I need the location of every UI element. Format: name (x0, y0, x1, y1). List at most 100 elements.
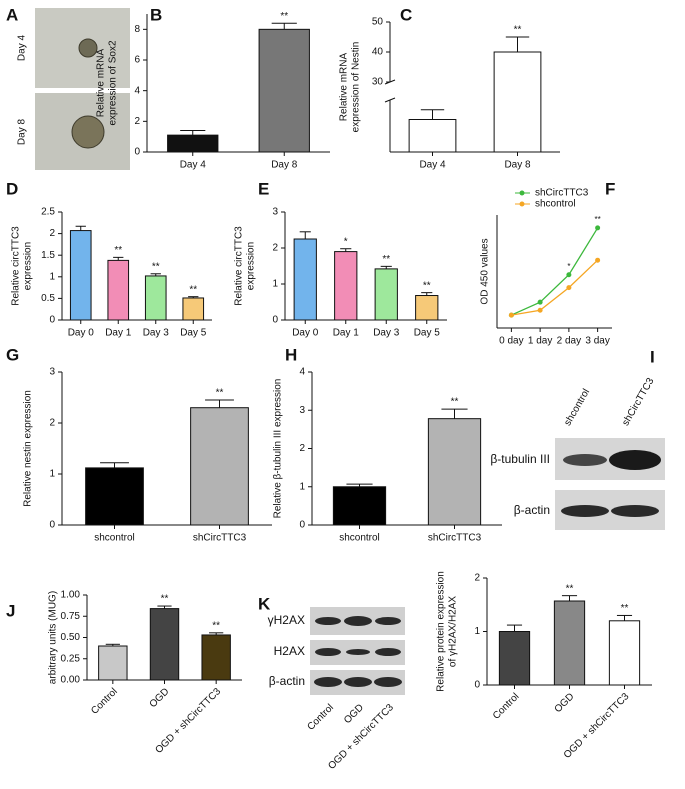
y-tick-label: 8 (134, 24, 140, 35)
y-tick-label: 1 (272, 279, 278, 290)
row-label: β-actin (514, 503, 550, 517)
significance: ** (216, 388, 224, 399)
legend-marker (519, 190, 525, 196)
y-tick-label: 3 (299, 405, 305, 416)
y-tick-label: 4 (299, 367, 305, 378)
y-tick-label: 6 (134, 55, 140, 66)
y-axis-label: Relative protein expression (436, 571, 447, 692)
legend-label: shcontrol (535, 199, 576, 210)
x-tick-label: shcontrol (339, 533, 380, 544)
marker (537, 307, 543, 313)
bar (408, 119, 457, 153)
significance: * (567, 262, 570, 271)
significance: ** (621, 603, 629, 614)
image-label: Day 8 (17, 119, 28, 146)
x-tick-label: Day 4 (180, 160, 207, 171)
x-tick-label: 3 day (585, 336, 609, 347)
bar (98, 645, 128, 681)
x-tick-label: OGD (148, 686, 172, 710)
x-tick-label: 2 day (557, 336, 581, 347)
y-tick-label: 2 (272, 243, 278, 254)
significance: ** (212, 620, 220, 631)
x-tick-label: Day 0 (292, 328, 319, 339)
x-tick-label: Day 5 (180, 328, 207, 339)
y-axis-label: arbitrary units (MUG) (48, 591, 59, 684)
panel-letter: J (6, 601, 15, 620)
y-tick-label: 0.25 (61, 653, 81, 664)
y-tick-label: 1 (474, 626, 480, 637)
y-tick-label: 2 (134, 116, 140, 127)
panel-letter: I (650, 347, 655, 366)
bar (608, 620, 641, 686)
significance: ** (595, 215, 601, 224)
spheroid (78, 38, 98, 58)
x-tick-label: Day 0 (68, 328, 95, 339)
lane-label: shCircTTC3 (620, 376, 656, 428)
y-tick-label: 1.5 (41, 250, 55, 261)
panel-letter: D (6, 179, 18, 198)
y-tick-label: 2 (49, 418, 55, 429)
x-tick-label: shCircTTC3 (193, 533, 247, 544)
significance: ** (152, 261, 160, 272)
y-axis-label: expression of Sox2 (108, 40, 119, 125)
x-tick-label: Day 1 (105, 328, 132, 339)
spheroid (71, 115, 105, 149)
y-tick-label: 0.50 (61, 632, 81, 643)
y-tick-label: 2 (49, 228, 55, 239)
marker (537, 299, 543, 305)
y-tick-label: 1 (299, 481, 305, 492)
y-axis-label: Relative circTTC3 (11, 226, 22, 306)
significance: ** (161, 594, 169, 605)
panel-letter: E (258, 179, 269, 198)
y-tick-label: 0 (134, 147, 140, 158)
significance: ** (451, 397, 459, 408)
bar (498, 631, 531, 686)
bar (334, 251, 358, 321)
axis-break (384, 97, 396, 103)
panel-letter: C (400, 5, 412, 24)
lane-label: shcontrol (562, 387, 592, 428)
y-tick-label: 0.5 (41, 293, 55, 304)
y-tick-label: 1.00 (61, 590, 81, 601)
y-tick-label: 0.00 (61, 675, 81, 686)
y-tick-label: 1 (49, 469, 55, 480)
x-tick-label: Day 4 (419, 160, 446, 171)
y-tick-label: 4 (134, 85, 140, 96)
x-tick-label: Day 3 (143, 328, 170, 339)
y-tick-label: 1 (49, 271, 55, 282)
band (561, 505, 609, 517)
y-axis-label: of γH2AX/H2AX (448, 596, 459, 667)
bar (85, 467, 144, 526)
y-tick-label: 50 (372, 17, 384, 28)
marker (595, 257, 601, 263)
line (511, 227, 599, 316)
marker (508, 312, 514, 318)
significance: ** (514, 25, 522, 36)
y-tick-label: 3 (272, 207, 278, 218)
bar (415, 295, 439, 321)
bar (427, 418, 482, 526)
y-tick-label: 2 (474, 573, 480, 584)
legend-marker (519, 201, 525, 207)
bar (190, 407, 249, 526)
bar (293, 238, 317, 321)
x-tick-label: Day 3 (373, 328, 400, 339)
y-tick-label: 3 (49, 367, 55, 378)
significance: ** (280, 11, 288, 22)
y-axis-label: Relative circTTC3 (234, 226, 245, 306)
significance: ** (189, 284, 197, 295)
bar (167, 134, 219, 153)
bar (149, 608, 180, 681)
bar (258, 28, 310, 153)
panel-letter: A (6, 5, 18, 24)
y-tick-label: 0 (49, 315, 55, 326)
y-axis-label: expression (246, 242, 257, 290)
bar (493, 51, 542, 153)
y-tick-label: 0.75 (61, 611, 81, 622)
row-label: β-tubulin III (490, 452, 550, 466)
y-axis-label: OD 450 values (480, 238, 491, 304)
y-axis-label: Relative mRNA (96, 49, 107, 118)
y-tick-label: 0 (272, 315, 278, 326)
band (611, 505, 659, 517)
y-axis-label: Relative nestin expression (23, 390, 34, 507)
